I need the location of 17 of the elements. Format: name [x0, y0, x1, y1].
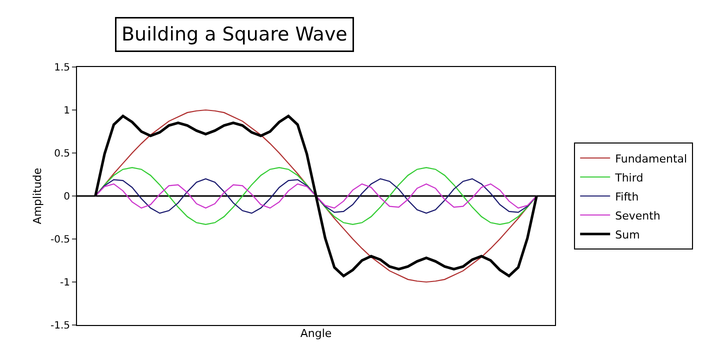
line-series — [94, 183, 538, 209]
y-tick-label: 1 — [64, 106, 70, 116]
y-tick-label: 0 — [64, 192, 70, 202]
y-tick-label: 1.5 — [54, 62, 70, 74]
legend-label: Fifth — [615, 190, 639, 204]
x-axis-title: Angle — [300, 327, 332, 340]
y-tick-label: -1 — [60, 278, 70, 288]
legend-label: Third — [614, 171, 644, 184]
y-axis-title: Amplitude — [31, 168, 44, 224]
legend-label: Fundamental — [615, 152, 688, 166]
legend-label: Seventh — [615, 209, 660, 222]
y-tick-label: -0.5 — [50, 234, 70, 246]
legend-label: Sum — [615, 228, 640, 242]
y-tick-label: 0.5 — [54, 148, 70, 160]
chart-title: Building a Square Wave — [122, 24, 348, 46]
y-tick-label: -1.5 — [50, 320, 70, 332]
line-series — [94, 178, 538, 214]
